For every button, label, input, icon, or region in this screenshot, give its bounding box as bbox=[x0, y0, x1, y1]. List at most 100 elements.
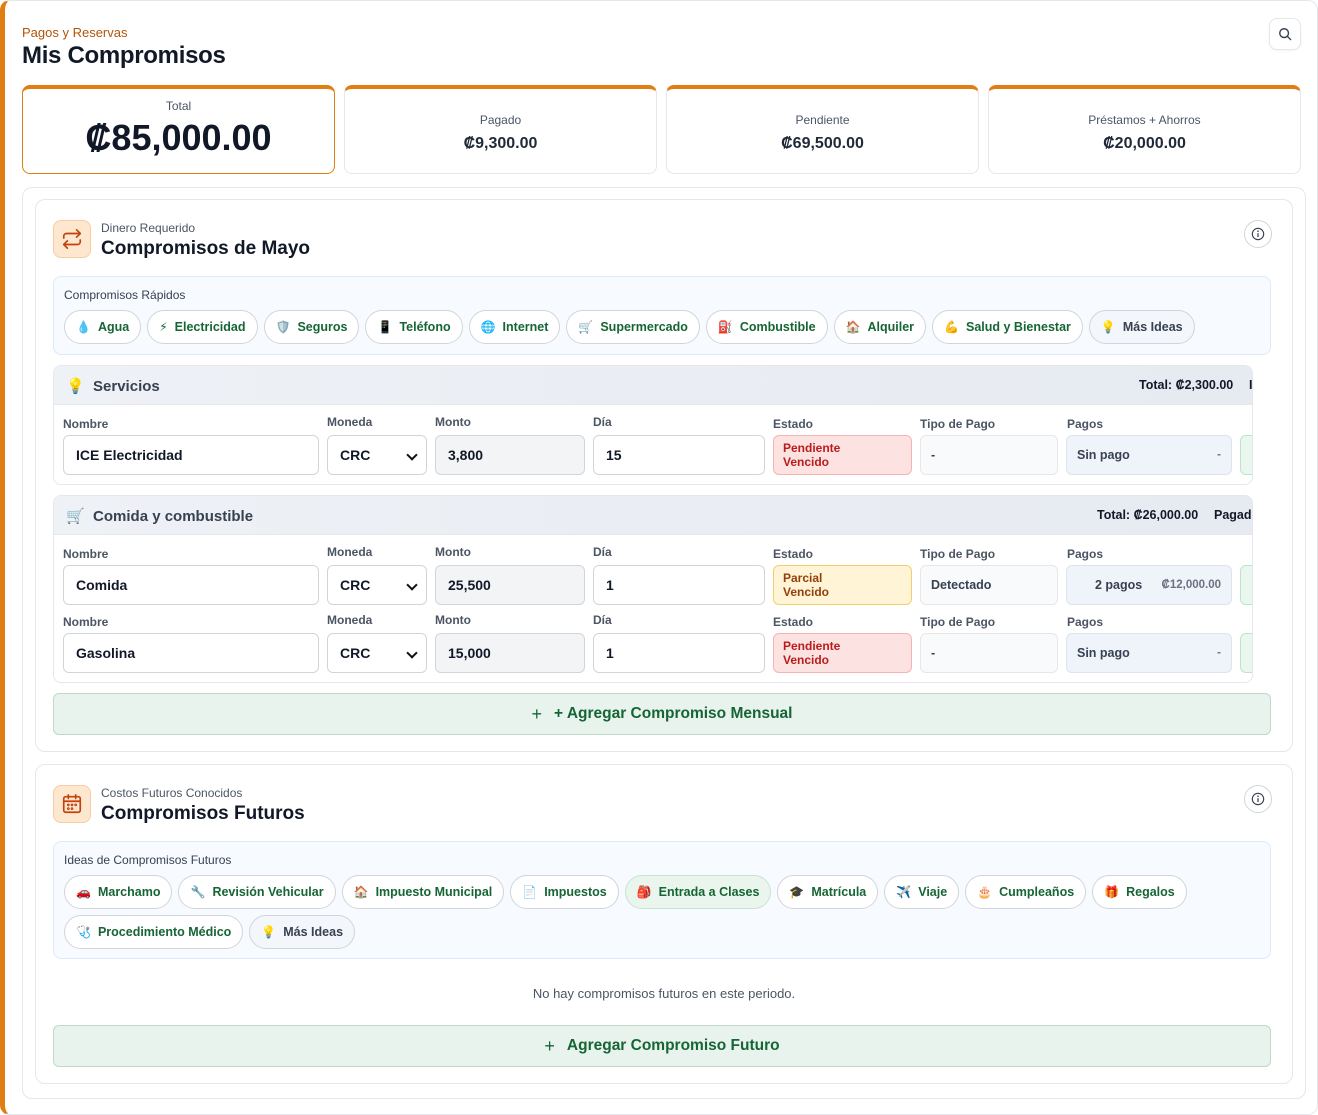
chip-icon: 💡 bbox=[261, 925, 277, 939]
chip-label: Impuestos bbox=[544, 885, 607, 899]
payments-button[interactable]: Sin pago - bbox=[1066, 633, 1232, 673]
chip-label: Más Ideas bbox=[283, 925, 344, 939]
chip-impuesto-municipal[interactable]: 🏠 Impuesto Municipal bbox=[341, 875, 505, 909]
currency-select[interactable]: CRC bbox=[327, 633, 427, 673]
chip-label: Teléfono bbox=[399, 320, 451, 334]
chip-seguros[interactable]: 🛡️ Seguros bbox=[263, 310, 360, 344]
amount-input[interactable]: 3,800 bbox=[435, 435, 585, 475]
chip-regalos[interactable]: 🎁 Regalos bbox=[1092, 875, 1187, 909]
label-currency: Moneda bbox=[327, 545, 373, 559]
stat-label: Préstamos + Ahorros bbox=[1088, 113, 1201, 127]
chip-label: Alquiler bbox=[867, 320, 915, 334]
label-day: Día bbox=[593, 415, 612, 429]
group-title: 🛒 Comida y combustible bbox=[66, 508, 254, 525]
payment-type: - bbox=[920, 435, 1058, 475]
group-services: 💡 Servicios Total: ₡2,300.00 I Nombre Mo… bbox=[53, 365, 1253, 485]
section-title: Compromisos de Mayo bbox=[101, 238, 311, 259]
currency-select[interactable]: CRC bbox=[327, 435, 427, 475]
label-day: Día bbox=[593, 545, 612, 559]
chip-entrada-a-clases[interactable]: 🎒 Entrada a Clases bbox=[624, 875, 772, 909]
payments-button[interactable]: 2 pagos ₡12,000.00 bbox=[1066, 565, 1232, 605]
table-row: Nombre Moneda Monto Día Estado Tipo de P… bbox=[54, 603, 1252, 673]
quick-title: Compromisos Rápidos bbox=[64, 288, 186, 302]
chip-icon: 🏠 bbox=[845, 320, 861, 334]
search-button[interactable] bbox=[1269, 18, 1301, 50]
info-button[interactable] bbox=[1244, 220, 1272, 248]
label-payment-type: Tipo de Pago bbox=[920, 547, 996, 561]
chip-matrícula[interactable]: 🎓 Matrícula bbox=[777, 875, 879, 909]
status-badge: Parcial Vencido bbox=[773, 565, 912, 605]
chip-label: Agua bbox=[97, 320, 130, 334]
monthly-commitments-section: Dinero Requerido Compromisos de Mayo Com… bbox=[35, 199, 1293, 752]
add-monthly-commitment-button[interactable]: + + Agregar Compromiso Mensual bbox=[53, 693, 1271, 735]
day-input[interactable]: 15 bbox=[593, 435, 765, 475]
chip-marchamo[interactable]: 🚗 Marchamo bbox=[64, 875, 173, 909]
chip-impuestos[interactable]: 📄 Impuestos bbox=[510, 875, 619, 909]
chip-internet[interactable]: 🌐 Internet bbox=[468, 310, 561, 344]
chip-label: Cumpleaños bbox=[999, 885, 1075, 899]
add-future-label: Agregar Compromiso Futuro bbox=[566, 1037, 780, 1054]
ideas-title: Ideas de Compromisos Futuros bbox=[64, 853, 232, 867]
search-icon bbox=[1279, 28, 1292, 41]
label-payment-type: Tipo de Pago bbox=[920, 417, 996, 431]
chip-label: Procedimiento Médico bbox=[97, 925, 232, 939]
chip-viaje[interactable]: ✈️ Viaje bbox=[884, 875, 960, 909]
amount-input[interactable]: 15,000 bbox=[435, 633, 585, 673]
chip-icon: 📱 bbox=[377, 320, 393, 334]
chip-icon: 🎒 bbox=[636, 885, 652, 899]
chip-supermercado[interactable]: 🛒 Supermercado bbox=[566, 310, 700, 344]
group-total: Total: ₡2,300.00 bbox=[1139, 378, 1234, 392]
chip-salud-y-bienestar[interactable]: 💪 Salud y Bienestar bbox=[932, 310, 1083, 344]
group-header[interactable]: 🛒 Comida y combustible Total: ₡26,000.00… bbox=[54, 496, 1252, 535]
chip-icon: 🏠 bbox=[353, 885, 369, 899]
idea-chips: 🚗 Marchamo 🔧 Revisión Vehicular 🏠 Impuesto Mu… bbox=[64, 875, 1260, 949]
chip-label: Regalos bbox=[1126, 885, 1175, 899]
label-currency: Moneda bbox=[327, 415, 373, 429]
chip-agua[interactable]: 💧 Agua bbox=[64, 310, 142, 344]
section-subtitle: Costos Futuros Conocidos bbox=[101, 786, 243, 800]
empty-state: No hay compromisos futuros en este perio… bbox=[532, 986, 796, 1001]
group-title: 💡 Servicios bbox=[66, 378, 160, 395]
pay-button[interactable] bbox=[1240, 435, 1252, 475]
payments-button[interactable]: Sin pago - bbox=[1066, 435, 1232, 475]
payment-type: - bbox=[920, 633, 1058, 673]
info-icon bbox=[1251, 227, 1265, 241]
chip-alquiler[interactable]: 🏠 Alquiler bbox=[833, 310, 927, 344]
status-badge: Pendiente Vencido bbox=[773, 633, 912, 673]
label-payments: Pagos bbox=[1067, 417, 1104, 431]
chip-teléfono[interactable]: 📱 Teléfono bbox=[365, 310, 463, 344]
add-future-commitment-button[interactable]: + Agregar Compromiso Futuro bbox=[53, 1025, 1271, 1067]
pay-button[interactable] bbox=[1240, 565, 1252, 605]
name-input[interactable]: ICE Electricidad bbox=[63, 435, 319, 475]
chip-electricidad[interactable]: ⚡ Electricidad bbox=[147, 310, 258, 344]
chip-revisión-vehicular[interactable]: 🔧 Revisión Vehicular bbox=[178, 875, 336, 909]
day-input[interactable]: 1 bbox=[593, 633, 765, 673]
name-input[interactable]: Comida bbox=[63, 565, 319, 605]
pay-button[interactable] bbox=[1240, 633, 1252, 673]
stat-value: ₡85,000.00 bbox=[85, 117, 272, 158]
amount-input[interactable]: 25,500 bbox=[435, 565, 585, 605]
lightbulb-icon: 💡 bbox=[66, 378, 85, 395]
info-button[interactable] bbox=[1244, 785, 1272, 813]
label-amount: Monto bbox=[435, 545, 471, 559]
chip-procedimiento-médico[interactable]: 🩺 Procedimiento Médico bbox=[64, 915, 244, 949]
chip-combustible[interactable]: ⛽ Combustible bbox=[705, 310, 828, 344]
chip-más-ideas[interactable]: 💡 Más Ideas bbox=[249, 915, 356, 949]
day-input[interactable]: 1 bbox=[593, 565, 765, 605]
stat-label: Pendiente bbox=[795, 113, 850, 127]
section-title: Compromisos Futuros bbox=[101, 803, 305, 824]
chip-cumpleaños[interactable]: 🎂 Cumpleaños bbox=[965, 875, 1087, 909]
chip-label: Seguros bbox=[297, 320, 348, 334]
chip-icon: ⛽ bbox=[717, 320, 733, 334]
group-header[interactable]: 💡 Servicios Total: ₡2,300.00 I bbox=[54, 366, 1252, 405]
chip-label: Salud y Bienestar bbox=[965, 320, 1071, 334]
label-day: Día bbox=[593, 613, 612, 627]
label-amount: Monto bbox=[435, 415, 471, 429]
chip-label: Impuesto Municipal bbox=[375, 885, 493, 899]
chip-más-ideas[interactable]: 💡 Más Ideas bbox=[1088, 310, 1195, 344]
label-name: Nombre bbox=[63, 547, 109, 561]
currency-select[interactable]: CRC bbox=[327, 565, 427, 605]
name-input[interactable]: Gasolina bbox=[63, 633, 319, 673]
section-subtitle: Dinero Requerido bbox=[101, 221, 196, 235]
